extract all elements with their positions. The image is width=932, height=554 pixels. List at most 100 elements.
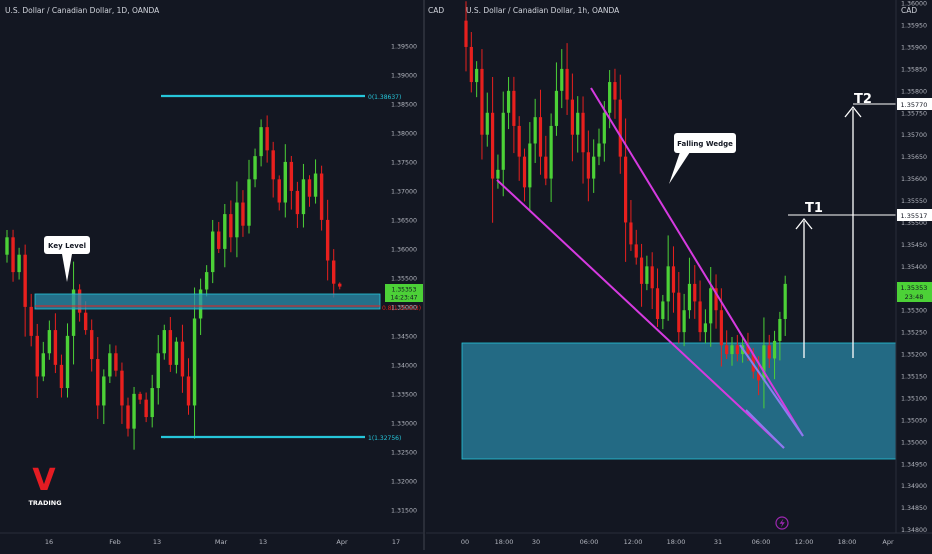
left-time-tick: 13: [259, 538, 267, 546]
candle: [464, 1, 468, 72]
candle-body: [703, 323, 707, 333]
candle: [698, 280, 702, 342]
candle: [253, 148, 257, 188]
wedge-upper-line[interactable]: [590, 87, 804, 437]
candle: [126, 397, 130, 437]
candle-body: [746, 345, 750, 355]
candle-body: [138, 393, 142, 400]
left-chart-panel[interactable]: U.S. Dollar / Canadian Dollar, 1D, OANDA…: [0, 6, 424, 546]
candle: [313, 159, 318, 204]
candle-body: [544, 156, 548, 179]
candle: [687, 257, 692, 319]
candle-body: [517, 125, 521, 157]
candle-body: [491, 112, 495, 179]
candle-body: [301, 179, 306, 215]
right-price-tick: 1.35500: [901, 220, 927, 227]
candle: [332, 249, 336, 298]
candle-body: [259, 127, 263, 157]
right-chart-panel[interactable]: CAD U.S. Dollar / Canadian Dollar, 1h, O…: [426, 0, 932, 546]
candle-body: [332, 260, 336, 284]
demand-zone[interactable]: [461, 342, 897, 460]
wedge-lower-extension: [745, 409, 785, 449]
candle: [289, 155, 294, 210]
left-time-tick: Apr: [336, 538, 348, 546]
candle: [634, 229, 638, 265]
lightning-button[interactable]: [775, 516, 789, 530]
candle-body: [5, 237, 9, 255]
right-time-axis[interactable]: 00 18:00 30 06:00 12:00 18:00 31 06:00 12:00 18:0…: [461, 538, 894, 546]
candle: [480, 49, 484, 160]
candle: [709, 267, 713, 347]
left-price-axis[interactable]: 1.39500 1.39000 1.38500 1.38000 1.37500 1.370…: [391, 43, 417, 514]
candle-body: [778, 318, 782, 341]
candle: [41, 341, 45, 382]
candle-body: [114, 353, 118, 371]
candle: [5, 229, 9, 263]
candle: [783, 275, 787, 336]
right-chart-currency: CAD: [428, 6, 444, 15]
candle: [283, 144, 287, 218]
candle: [319, 165, 324, 231]
right-time-tick: 06:00: [580, 538, 599, 546]
candle-body: [480, 68, 484, 135]
candle-body: [120, 370, 124, 406]
wedge-lower-line[interactable]: [496, 179, 785, 449]
candle-body: [576, 112, 580, 135]
fib-label-0: 0(1.38637): [368, 94, 401, 101]
right-price-tick: 1.35250: [901, 330, 927, 337]
right-price-axis[interactable]: 1.36000 1.35950 1.35900 1.35850 1.35800 1.357…: [901, 1, 927, 534]
candle-body: [528, 143, 532, 188]
candle: [295, 181, 300, 228]
candle: [217, 221, 221, 254]
candle-body: [650, 266, 654, 289]
right-price-tick: 1.35050: [901, 417, 927, 424]
candle-body: [533, 117, 537, 144]
candle: [629, 200, 633, 251]
left-price-tick: 1.31500: [391, 507, 417, 514]
candle-body: [96, 359, 100, 406]
candle-body: [475, 68, 479, 83]
candle: [650, 252, 654, 310]
candle: [235, 181, 239, 258]
candle: [586, 130, 590, 202]
candle: [528, 122, 532, 212]
candle: [565, 43, 569, 115]
candle: [120, 362, 124, 424]
candle-body: [613, 82, 617, 100]
candle-body: [53, 330, 58, 365]
candle: [325, 199, 330, 281]
candle: [53, 313, 58, 374]
left-time-tick: 17: [392, 538, 400, 546]
right-time-tick: 18:00: [667, 538, 686, 546]
candle: [549, 113, 553, 202]
left-time-tick: Feb: [109, 538, 121, 546]
candle-body: [83, 312, 88, 331]
right-price-badge-value: 1.35353: [901, 284, 928, 292]
candle-body: [313, 173, 318, 197]
right-time-tick: 06:00: [752, 538, 771, 546]
right-price-tick: 1.34950: [901, 461, 927, 468]
left-price-tick: 1.36000: [391, 246, 417, 253]
key-level-zone[interactable]: [34, 293, 381, 310]
candle-body: [618, 99, 622, 157]
t1-price-tag-text: 1.35517: [901, 212, 928, 220]
candle: [613, 68, 617, 119]
candle-body: [319, 173, 324, 220]
lightning-icon: [779, 518, 785, 528]
candle-body: [156, 353, 160, 389]
right-price-tick: 1.35000: [901, 439, 927, 446]
left-time-axis[interactable]: 16 Feb 13 Mar 13 Apr 17: [45, 538, 400, 546]
candle-body: [47, 330, 52, 354]
right-price-tick: 1.35800: [901, 88, 927, 95]
candle: [501, 91, 505, 197]
candle: [597, 128, 601, 166]
key-level-callout: [44, 236, 90, 254]
right-time-tick: 18:00: [495, 538, 514, 546]
candle: [735, 334, 739, 362]
candle: [666, 235, 670, 321]
candle: [29, 293, 33, 347]
candle: [677, 272, 681, 344]
candle: [156, 335, 160, 405]
left-price-tick: 1.32500: [391, 449, 417, 456]
candle: [496, 154, 500, 189]
